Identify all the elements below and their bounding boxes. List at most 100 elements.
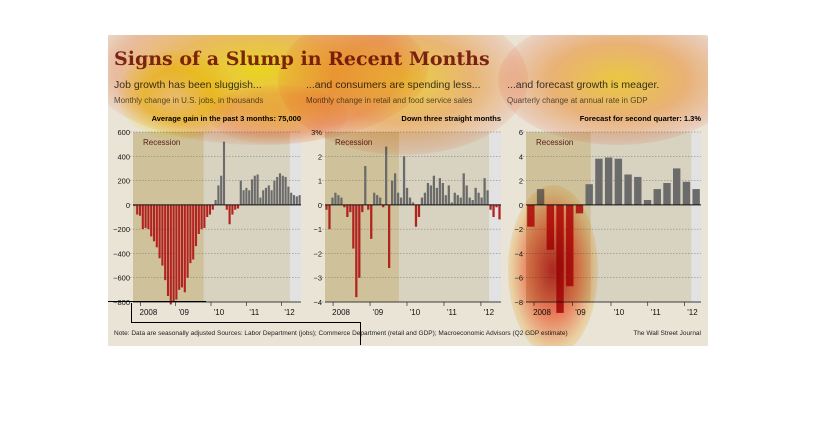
bar	[256, 174, 259, 205]
bar	[435, 187, 438, 205]
bar	[206, 204, 209, 217]
bar	[634, 176, 642, 205]
bar	[276, 176, 279, 205]
bar	[158, 204, 161, 259]
bar	[653, 189, 661, 205]
x-tick-label: '09	[575, 308, 586, 317]
x-tick-label: 2008	[533, 308, 551, 317]
bar	[426, 183, 430, 205]
chart-figure: Signs of a Slump in Recent Months Note: …	[108, 35, 708, 346]
bar	[278, 173, 282, 205]
y-tick-label: −4	[313, 298, 322, 307]
bar	[450, 202, 453, 205]
bar	[346, 204, 349, 217]
x-tick-label: '11	[651, 308, 661, 317]
x-tick-label: 2008	[140, 308, 158, 317]
bar	[138, 204, 142, 216]
bar	[273, 180, 276, 205]
bar	[420, 197, 424, 205]
bar	[189, 204, 192, 264]
bar	[340, 197, 343, 205]
bar	[349, 204, 352, 213]
bar	[358, 204, 361, 278]
bar	[459, 197, 462, 205]
bar	[239, 180, 242, 205]
figure-source: The Wall Street Journal	[633, 330, 701, 337]
bar	[462, 173, 465, 205]
bar	[225, 204, 228, 210]
bar	[234, 204, 237, 210]
y-tick-label: −2	[313, 249, 322, 258]
bar	[186, 204, 189, 278]
bar	[337, 195, 340, 205]
recession-label: Recession	[335, 138, 372, 147]
bar	[325, 204, 328, 210]
bar	[270, 190, 273, 205]
chart-svg: Signs of a Slump in Recent Months Note: …	[113, 48, 701, 337]
bar	[432, 175, 436, 205]
y-tick-label: −600	[113, 274, 130, 283]
bar	[575, 204, 584, 214]
x-tick-label: '10	[614, 308, 625, 317]
y-tick-label: −4	[514, 249, 523, 258]
bar	[692, 189, 700, 205]
bar	[453, 192, 456, 205]
bar	[411, 202, 415, 205]
bar	[183, 204, 186, 293]
bar	[566, 204, 574, 287]
y-tick-label: 2	[519, 177, 523, 186]
x-tick-label: '11	[447, 308, 457, 317]
y-tick-label: −8	[514, 298, 523, 307]
annotation-bracket-bottom	[131, 322, 361, 323]
bar	[178, 204, 181, 290]
bar	[169, 204, 172, 305]
panel-title: Job growth has been sluggish...	[114, 79, 262, 91]
y-tick-label: 6	[519, 128, 523, 137]
y-tick-label: −200	[113, 225, 130, 234]
x-tick-label: 2008	[332, 308, 350, 317]
x-tick-label: '09	[179, 308, 190, 317]
bar	[197, 204, 200, 234]
x-tick-label: '10	[410, 308, 421, 317]
bar	[352, 204, 355, 249]
bar	[604, 157, 613, 205]
bar	[164, 204, 167, 281]
forecast-band	[691, 132, 701, 302]
bar	[262, 190, 265, 205]
bar	[393, 173, 397, 205]
bar	[370, 204, 373, 239]
bar	[172, 204, 175, 302]
y-tick-label: 200	[117, 177, 130, 186]
bar	[292, 195, 296, 205]
bar	[471, 200, 474, 205]
x-tick-label: '12	[284, 308, 295, 317]
bar	[585, 184, 593, 205]
bar	[331, 197, 334, 205]
bar	[673, 168, 681, 205]
bar	[396, 192, 400, 205]
bar	[147, 204, 150, 230]
bar	[556, 204, 564, 313]
bar	[399, 197, 403, 205]
recession-label: Recession	[143, 138, 180, 147]
bar	[480, 197, 483, 205]
x-tick-label: '09	[373, 308, 384, 317]
bar	[298, 195, 301, 205]
bar	[468, 197, 471, 205]
y-tick-label: 0	[519, 201, 523, 210]
annotation-label: Down three straight months	[401, 114, 501, 123]
bar	[250, 179, 254, 205]
recession-label: Recession	[536, 138, 573, 147]
panel-subtitle: Monthly change in U.S. jobs, in thousand…	[114, 96, 263, 105]
annotation-label: Forecast for second quarter:	[580, 114, 682, 123]
bar	[231, 204, 234, 215]
bar	[144, 204, 147, 228]
x-tick-label: '11	[249, 308, 259, 317]
bar	[417, 204, 421, 217]
bar	[281, 175, 284, 205]
bar	[402, 156, 406, 205]
bar	[295, 196, 298, 205]
recession-band	[325, 132, 399, 302]
bar	[192, 204, 195, 260]
bar	[367, 204, 370, 210]
